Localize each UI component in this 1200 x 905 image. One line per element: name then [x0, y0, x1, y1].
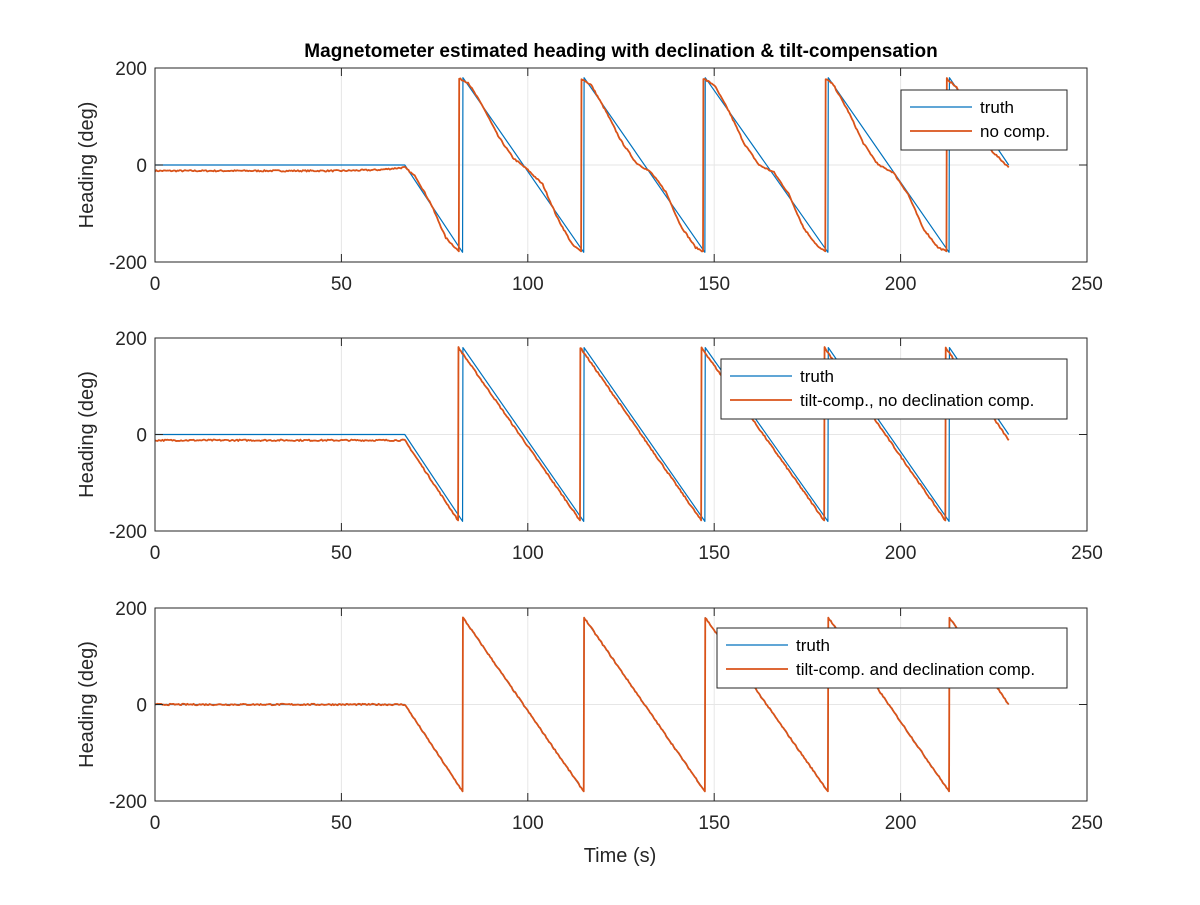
legend: truth tilt-comp. and declination comp. [716, 627, 1068, 689]
x-tick-label: 250 [1071, 543, 1103, 564]
x-tick-label: 150 [698, 274, 730, 295]
y-tick-label: -200 [109, 522, 147, 543]
legend-label: truth [796, 636, 830, 655]
figure-title: Magnetometer estimated heading with decl… [304, 41, 937, 62]
x-tick-label: 0 [150, 274, 161, 295]
y-axis-label: Heading (deg) [76, 641, 98, 768]
legend-label: truth [980, 98, 1014, 117]
legend-label: tilt-comp. and declination comp. [796, 660, 1035, 679]
x-tick-label: 250 [1071, 274, 1103, 295]
y-tick-label: -200 [109, 792, 147, 813]
y-axis-label: Heading (deg) [76, 102, 98, 229]
x-tick-label: 200 [885, 274, 917, 295]
y-tick-label: -200 [109, 253, 147, 274]
y-axis-label: Heading (deg) [76, 371, 98, 498]
y-tick-label: 200 [115, 59, 147, 80]
legend-label: truth [800, 367, 834, 386]
legend-box [900, 89, 1068, 151]
x-tick-label: 250 [1071, 813, 1103, 834]
x-tick-label: 100 [512, 543, 544, 564]
legend-label: tilt-comp., no declination comp. [800, 391, 1034, 410]
x-tick-label: 100 [512, 813, 544, 834]
legend-label: no comp. [980, 122, 1050, 141]
x-tick-label: 150 [698, 813, 730, 834]
x-tick-label: 0 [150, 813, 161, 834]
x-tick-label: 100 [512, 274, 544, 295]
series-line-truth [155, 77, 1010, 253]
x-tick-label: 50 [331, 813, 352, 834]
legend-box [720, 358, 1068, 420]
x-tick-label: 200 [885, 543, 917, 564]
legend: truth tilt-comp., no declination comp. [720, 358, 1068, 420]
y-tick-label: 200 [115, 599, 147, 620]
x-tick-label: 0 [150, 543, 161, 564]
series-group [155, 77, 1010, 253]
x-tick-label: 50 [331, 543, 352, 564]
y-tick-label: 0 [136, 696, 147, 717]
legend-box [716, 627, 1068, 689]
x-axis-label: Time (s) [584, 845, 657, 867]
series-line-truth [155, 347, 1010, 522]
series-line-estimate [155, 77, 1010, 253]
legend: truth no comp. [900, 89, 1068, 151]
x-tick-label: 50 [331, 274, 352, 295]
y-tick-label: 0 [136, 156, 147, 177]
x-tick-label: 200 [885, 813, 917, 834]
x-tick-label: 150 [698, 543, 730, 564]
y-tick-label: 0 [136, 426, 147, 447]
y-tick-label: 200 [115, 329, 147, 350]
